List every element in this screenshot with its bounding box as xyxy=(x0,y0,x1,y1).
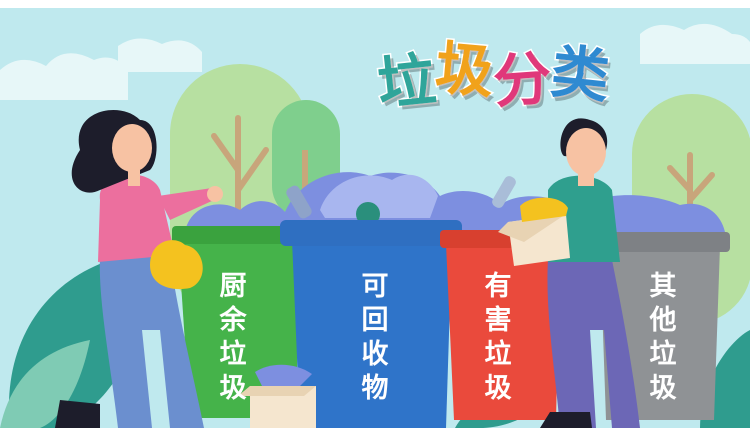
page-title: 垃 圾 分 类 xyxy=(358,26,628,126)
bin-label-other: 其他垃圾 xyxy=(649,271,677,404)
bottle-2 xyxy=(492,176,516,208)
cloud-left xyxy=(0,53,128,100)
trash-pile-light xyxy=(320,174,438,218)
title-char-2: 圾 xyxy=(431,32,498,108)
bin-recyclable xyxy=(280,220,462,428)
top-border xyxy=(0,0,750,8)
bin-label-hazardous: 有害垃圾 xyxy=(484,271,512,404)
woman-with-bag xyxy=(55,110,223,428)
bottle-1 xyxy=(286,185,312,219)
cardboard-box xyxy=(238,364,316,428)
cloud-right xyxy=(640,23,750,64)
cloud-mid xyxy=(118,38,202,72)
leaf-left-light xyxy=(0,340,90,428)
title-char-3: 分 xyxy=(489,43,555,118)
title-char-4: 类 xyxy=(546,36,614,113)
bin-label-recyclable: 可回收物 xyxy=(361,271,389,404)
man-with-box xyxy=(498,118,640,428)
title-char-1: 垃 xyxy=(373,44,441,121)
bin-label-kitchen: 厨余垃圾 xyxy=(219,271,247,404)
